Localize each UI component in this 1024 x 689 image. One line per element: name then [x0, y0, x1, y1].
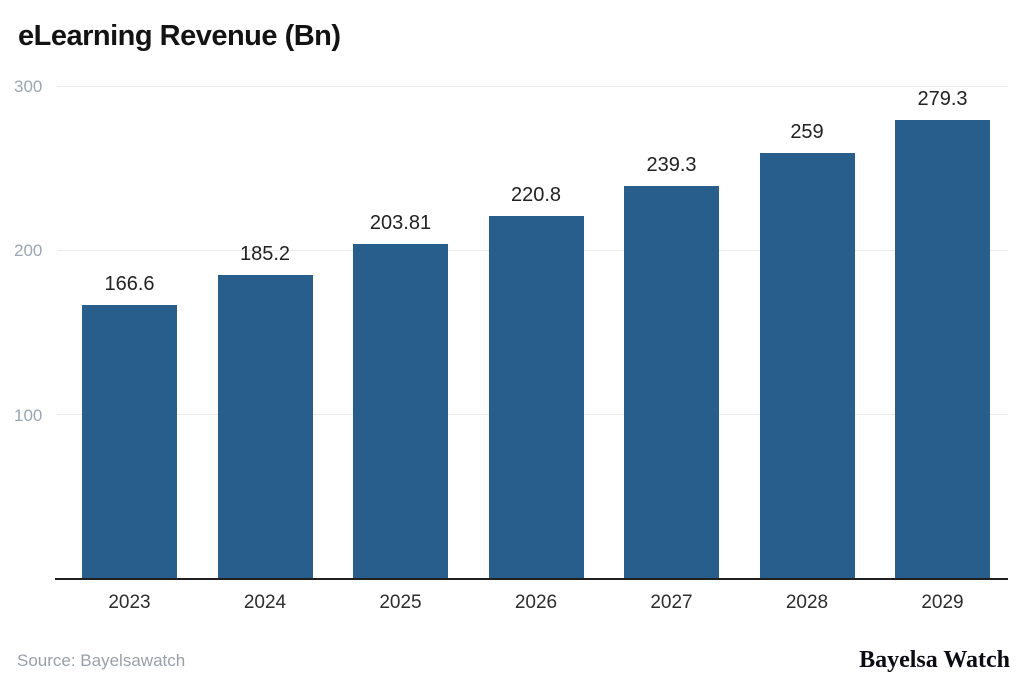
- x-tick-label: 2023: [108, 592, 151, 613]
- x-tick-label: 2025: [379, 592, 422, 613]
- x-tick-label: 2028: [785, 592, 829, 613]
- x-tick-label: 2026: [514, 592, 558, 613]
- y-tick-label: 200: [14, 241, 43, 261]
- bar: [759, 153, 855, 579]
- y-tick-label: 100: [14, 405, 43, 425]
- bar: [353, 244, 448, 579]
- x-tick-label: 2027: [650, 592, 693, 613]
- bar: [895, 120, 990, 579]
- bar-value-label: 185.2: [239, 242, 291, 265]
- bar-value-label: 203.81: [369, 212, 432, 235]
- bar-value-label: 220.8: [510, 184, 562, 207]
- bar-value-label: 239.3: [646, 153, 697, 176]
- bar-value-label: 279.3: [917, 88, 968, 111]
- bar: [217, 274, 313, 579]
- bar-value-label: 259: [790, 121, 824, 144]
- x-tick-label: 2024: [243, 592, 287, 613]
- gridline: [57, 85, 1008, 87]
- chart-title: eLearning Revenue (Bn): [18, 20, 341, 52]
- bar-value-label: 166.6: [104, 273, 155, 296]
- y-tick-label: 300: [14, 77, 43, 96]
- brand-mark: Bayelsa Watch: [859, 647, 1010, 673]
- bar: [488, 216, 584, 579]
- source-note: Source: Bayelsawatch: [17, 651, 186, 670]
- bar: [624, 185, 719, 579]
- x-axis-line: [55, 578, 1008, 580]
- x-tick-label: 2029: [921, 592, 964, 613]
- bar: [82, 305, 177, 579]
